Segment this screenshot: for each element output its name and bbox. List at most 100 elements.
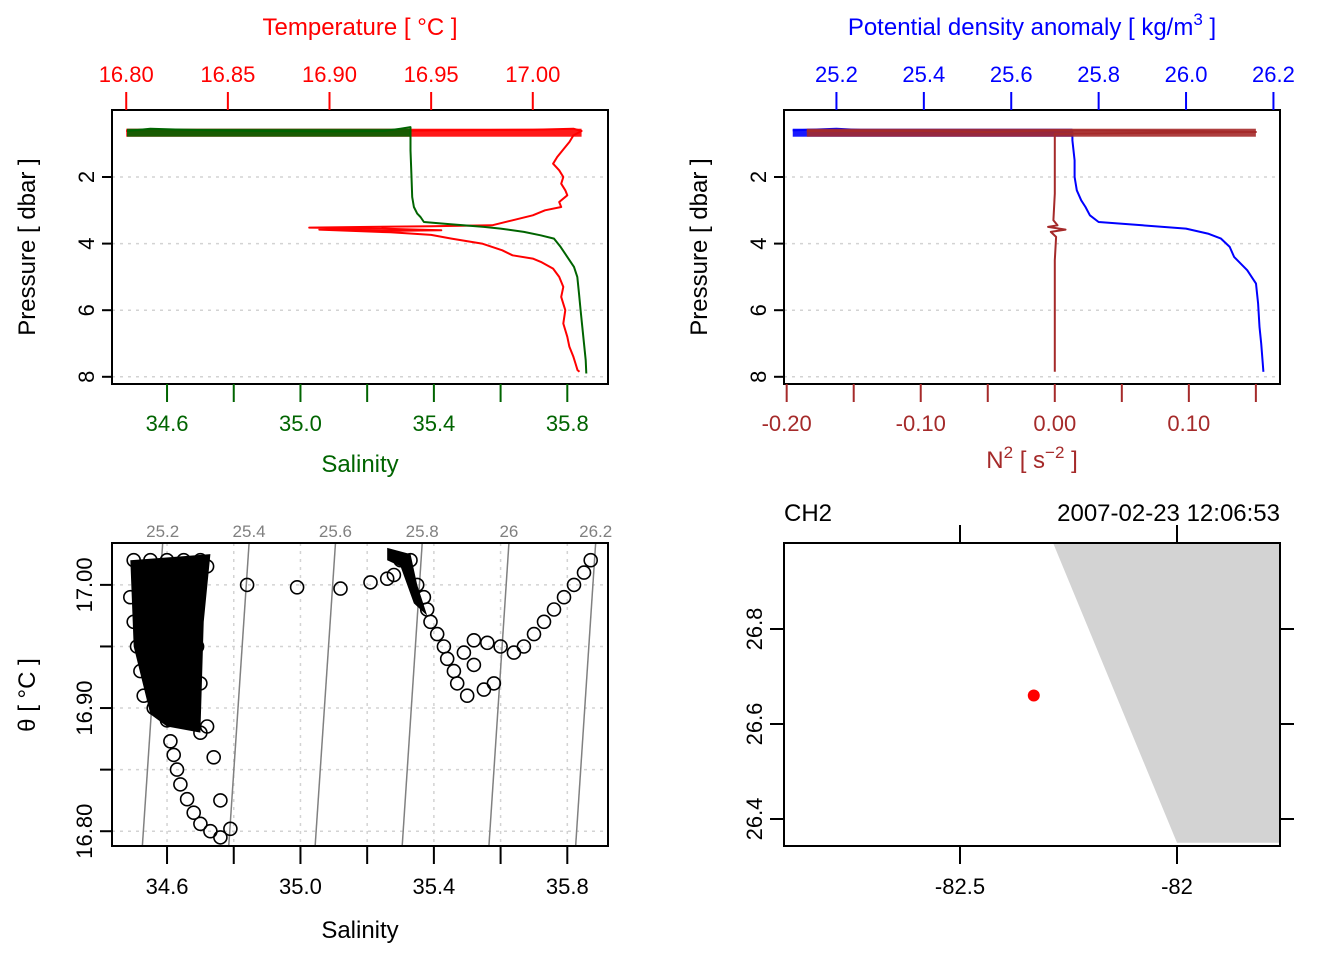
p2-grid [784,176,1280,378]
ts-point [163,733,178,749]
p3-axes: 34.6 35.0 35.4 35.8 16.80 16.90 17.00 [72,557,589,899]
p2-y-tick-label: 8 [746,371,771,383]
ts-point [409,577,425,593]
ts-point [189,639,205,654]
p3-points [123,547,599,845]
p3-x-tick-label: 35.8 [546,874,589,899]
ts-point [193,816,208,832]
p3-x-tick-label: 35.4 [412,874,455,899]
ts-point [173,777,188,792]
ts-point [143,552,158,568]
p4-land [1053,543,1280,843]
ts-point [213,793,228,808]
p2-bottom-axis-title-mid: [ s [1013,447,1045,474]
p1-axes: 2 4 6 8 16.80 16.85 16.90 16.95 17.00 34.6 35.0 35.… [74,62,589,436]
p2-bottom-axis-title-end: ] [1064,447,1077,474]
ts-point [456,645,472,660]
p2-top-tick-label: 25.2 [815,62,858,87]
p2-series [792,127,1265,372]
series-line-potential-density-anomaly [792,127,1265,372]
p4-x-tick-label: -82 [1161,874,1193,899]
p2-plot-box [783,109,1281,385]
ts-point [536,614,552,630]
p2-top-tick-label: 25.6 [990,62,1033,87]
ts-point [193,676,208,691]
p4-y-tick-label: 26.6 [742,703,767,746]
ts-point [566,577,582,593]
ts-point [239,577,255,593]
ts-point [159,713,175,728]
p4-station-time: 2007-02-23 12:06:53 [1057,500,1280,527]
isopycnal-line [227,543,250,846]
p1-y-tick-label: 4 [74,237,99,249]
series-surface-band-n2 [806,128,1256,137]
ts-point [479,635,495,651]
p1-series [126,126,588,374]
ts-point [333,581,348,596]
p2-top-axis-title-sup: 3 [1193,10,1202,29]
p4-x-tick-label: -82.5 [935,874,985,899]
ts-point [556,589,572,605]
ts-point [213,830,228,845]
ts-point [206,749,221,765]
p2-bottom-tick-label: 0.10 [1167,411,1210,436]
ts-point [136,688,151,704]
p2-bottom-axis-title: N2 [ s−2 ] [986,443,1078,474]
ts-point [403,552,418,568]
ts-point [159,552,175,568]
ts-point [186,700,201,716]
p2-bottom-tick-label: 0.00 [1033,411,1076,436]
p2-axes: 2 4 6 8 25.2 25.4 25.6 25.8 26.0 26.2 -0.20 -0.10 0.… [746,62,1295,436]
p3-x-tick-label: 34.6 [146,874,189,899]
ts-point [363,575,378,590]
p1-y-tick-label: 6 [74,304,99,316]
ts-point [516,639,532,654]
p2-top-tick-label: 25.8 [1077,62,1120,87]
ts-point [123,589,138,605]
ts-point [439,651,455,667]
ts-point [133,663,148,679]
panel-density-n2-profile: 2 4 6 8 25.2 25.4 25.6 25.8 26.0 26.2 -0.20 -0.10 0.… [686,10,1295,474]
panel-station-map: -82.5 -82 26.4 26.6 26.8 CH2 2007-02-23 12:0… [742,500,1294,899]
p1-y-tick-label: 2 [74,171,99,183]
p4-station [1027,689,1040,702]
p1-bottom-tick-label: 35.0 [279,411,322,436]
isopycnal-label: 26.2 [579,522,612,541]
p2-top-axis-title: Potential density anomaly [ kg/m3 ] [848,10,1216,41]
p1-top-tick-label: 16.90 [302,62,357,87]
ts-point [526,626,542,642]
ts-point [493,639,508,654]
isopycnal-label: 25.8 [406,522,439,541]
ts-point [486,676,502,691]
p1-top-tick-label: 17.00 [505,62,560,87]
p4-y-tick-label: 26.4 [742,798,767,841]
p2-y-tick-label: 4 [746,237,771,249]
p1-bottom-tick-label: 35.8 [546,411,589,436]
p1-bottom-axis-title: Salinity [321,451,398,478]
ts-point [393,552,408,568]
p1-top-tick-label: 16.85 [200,62,255,87]
p2-bottom-axis-title-sup2: −2 [1045,443,1064,462]
p4-plot-box [783,542,1281,847]
p3-isopycnal-labels: 25.2 25.4 25.6 25.8 26 26.2 [146,522,612,541]
ts-point [126,614,141,630]
series-surface-band-salinity [127,128,411,137]
ts-point [446,663,462,679]
p1-top-axis-title: Temperature [ °C ] [263,14,458,41]
p1-plot-box [111,109,609,385]
ts-point [199,559,215,574]
p3-y-tick-label: 17.00 [72,557,97,612]
panel-ts-diagram: 25.2 25.4 25.6 25.8 26 26.2 34.6 35.0 35.4 35.8 1… [14,522,612,944]
ts-point [176,552,191,568]
p1-y-axis-title: Pressure [ dbar ] [14,158,41,335]
ts-point [289,579,305,595]
p2-bottom-tick-label: -0.20 [762,411,812,436]
p3-x-tick-label: 35.0 [279,874,322,899]
ts-point [146,700,161,716]
ts-point [429,626,445,642]
ts-point [186,805,201,821]
series-line-temperature [126,127,583,373]
p2-y-tick-label: 6 [746,304,771,316]
p2-y-axis-title: Pressure [ dbar ] [686,158,713,335]
ts-point [176,713,191,728]
